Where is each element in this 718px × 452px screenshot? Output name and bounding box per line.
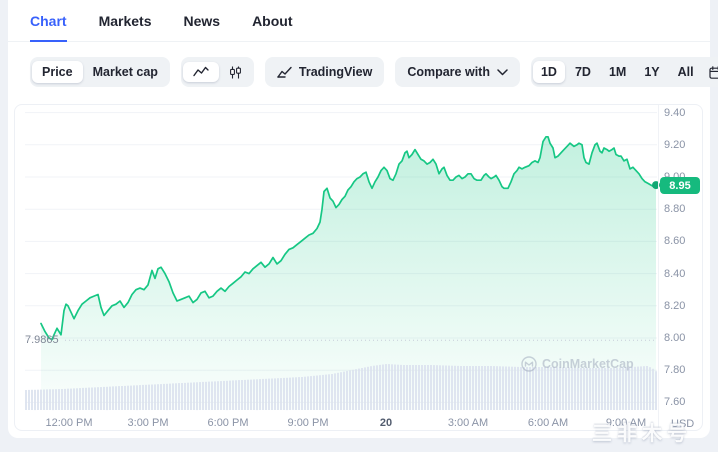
price-toggle[interactable]: Price	[32, 61, 83, 83]
line-chart-toggle[interactable]	[182, 62, 219, 82]
market-cap-toggle[interactable]: Market cap	[92, 65, 158, 79]
calendar-icon	[708, 65, 718, 79]
y-axis-label: 8.80	[664, 203, 686, 216]
site-watermark: CoinMarketCap	[521, 356, 634, 372]
low-price-label: 7.9865	[25, 334, 59, 346]
date-range-button[interactable]	[704, 62, 718, 83]
tab-bar: Chart Markets News About	[8, 0, 710, 42]
y-axis-label: 8.20	[664, 299, 686, 312]
overlay-watermark: 三非木号	[592, 423, 692, 445]
currency-unit-label: USD	[671, 418, 695, 430]
x-axis-label: 6:00 PM	[207, 417, 249, 429]
x-axis-label: 3:00 PM	[127, 417, 169, 429]
tab-markets[interactable]: Markets	[98, 12, 152, 29]
range-1y[interactable]: 1Y	[644, 65, 660, 79]
tradingview-label: TradingView	[298, 65, 373, 79]
y-axis-label: 7.60	[664, 396, 686, 409]
chevron-down-icon	[497, 68, 508, 75]
x-axis-label: 9:00 AM	[605, 417, 647, 429]
range-7d[interactable]: 7D	[574, 65, 591, 79]
tradingview-button[interactable]: TradingView	[264, 57, 385, 87]
x-axis-label: 9:00 PM	[287, 417, 329, 429]
compare-with-dropdown[interactable]: Compare with	[395, 57, 520, 87]
site-watermark-label: CoinMarketCap	[542, 357, 634, 371]
y-axis-label: 9.40	[664, 106, 686, 119]
chart-type-toggle	[180, 57, 254, 87]
range-1m[interactable]: 1M	[608, 65, 627, 79]
range-1d[interactable]: 1D	[532, 61, 565, 83]
candlestick-toggle[interactable]	[219, 62, 252, 83]
coinmarketcap-logo-icon	[521, 356, 537, 372]
y-axis-label: 8.00	[664, 332, 686, 344]
price-axis-border	[658, 105, 659, 430]
tradingview-icon	[277, 66, 292, 78]
chart-panel: 9.409.209.008.808.608.408.208.007.807.60…	[14, 104, 703, 431]
y-axis-label: 7.80	[664, 364, 686, 377]
x-axis-label: 6:00 AM	[527, 417, 569, 429]
range-all[interactable]: All	[677, 65, 694, 79]
chart-toolbar: Price Market cap	[30, 57, 718, 87]
tab-about[interactable]: About	[252, 12, 293, 29]
y-axis-label: 8.60	[664, 235, 686, 248]
y-axis-label: 8.40	[664, 267, 686, 280]
line-chart-icon	[193, 66, 209, 77]
current-price-badge: 8.95	[660, 177, 700, 194]
price-marketcap-toggle: Price Market cap	[30, 57, 170, 87]
price-chart-svg[interactable]	[15, 105, 703, 431]
x-axis-label: 12:00 PM	[45, 417, 93, 429]
y-axis-label: 9.20	[664, 138, 686, 151]
tab-news[interactable]: News	[183, 12, 221, 29]
compare-with-label: Compare with	[407, 65, 490, 79]
candlestick-icon	[229, 66, 241, 78]
content-card: Chart Markets News About Price Market cap	[8, 0, 718, 438]
x-axis-label: 3:00 AM	[447, 417, 489, 429]
x-axis-label: 20	[379, 417, 393, 429]
tab-chart[interactable]: Chart	[30, 0, 67, 42]
